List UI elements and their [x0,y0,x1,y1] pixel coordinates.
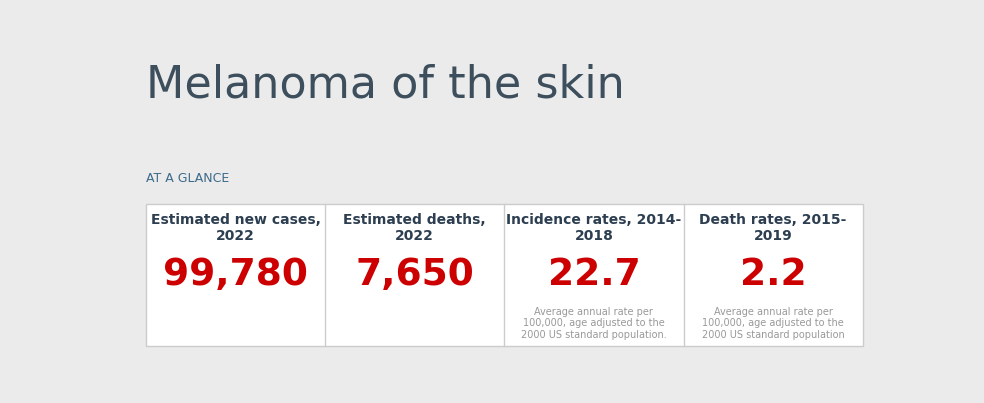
Text: 2.2: 2.2 [740,257,807,293]
Text: Melanoma of the skin: Melanoma of the skin [146,64,625,107]
Text: 22.7: 22.7 [547,257,641,293]
Text: 99,780: 99,780 [163,257,308,293]
Text: Death rates, 2015-
2019: Death rates, 2015- 2019 [700,213,847,243]
Text: Estimated deaths,
2022: Estimated deaths, 2022 [343,213,486,243]
Text: AT A GLANCE: AT A GLANCE [146,172,229,185]
Text: Estimated new cases,
2022: Estimated new cases, 2022 [151,213,321,243]
Text: Average annual rate per
100,000, age adjusted to the
2000 US standard population: Average annual rate per 100,000, age adj… [522,307,667,340]
Text: Average annual rate per
100,000, age adjusted to the
2000 US standard population: Average annual rate per 100,000, age adj… [702,307,844,340]
FancyBboxPatch shape [146,204,863,346]
Text: Incidence rates, 2014-
2018: Incidence rates, 2014- 2018 [507,213,682,243]
Text: 7,650: 7,650 [355,257,474,293]
